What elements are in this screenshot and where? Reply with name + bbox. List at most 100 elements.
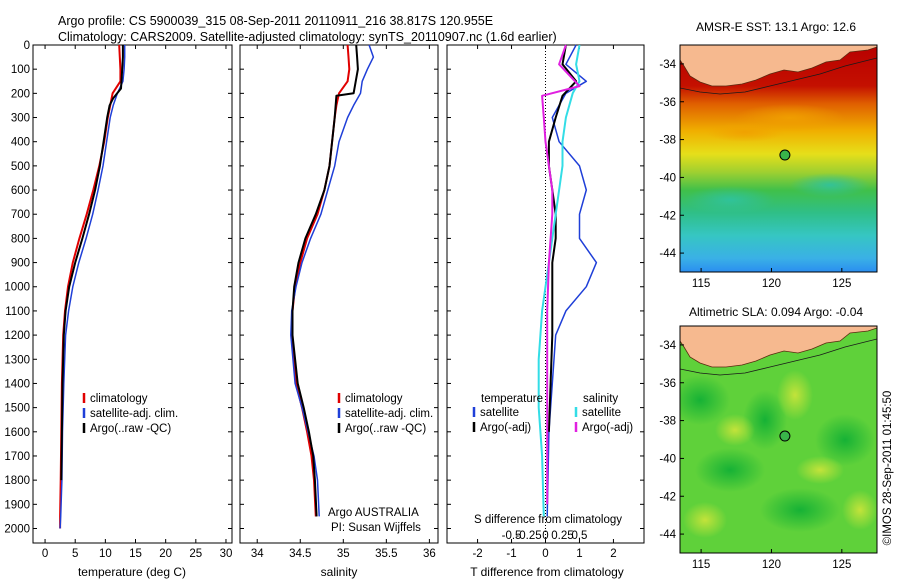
depth-tick-label: 2000: [4, 523, 30, 535]
salinity-panel: 34 34.5 35 35.5 36 climatology satellite-adj.…: [239, 44, 439, 579]
s-diff-tick-label: -0.5: [502, 530, 522, 542]
legend-label: satellite: [582, 407, 621, 419]
lat-tick-label: -38: [659, 416, 676, 428]
lat-tick-label: -38: [659, 135, 676, 147]
x-tick-label: 34: [251, 548, 264, 560]
depth-tick-label: 100: [11, 64, 30, 76]
depth-tick-label: 700: [11, 209, 30, 221]
lat-tick-label: -36: [659, 97, 676, 109]
depth-tick-label: 1600: [4, 427, 30, 439]
salinity-legend: climatology satellite-adj. clim. Argo(..ra…: [337, 393, 433, 435]
x-tick-label: 0: [42, 548, 48, 560]
depth-tick-label: 1100: [5, 306, 30, 318]
depth-axis: 0 100 200 300 400 500 600 700 800 900 1000 1100 1200…: [4, 40, 232, 535]
series-line-temperature-satellite: [546, 44, 598, 517]
lon-tick-label: 115: [692, 278, 710, 290]
argo-float-marker: [779, 149, 791, 161]
sla-field: [680, 326, 877, 553]
coastline-australia: [680, 326, 877, 368]
s-difference-label: S difference from climatology: [474, 514, 622, 526]
series-line-satellite-adj-clim: [290, 44, 375, 517]
lat-tick-label: -34: [659, 59, 676, 71]
bathymetry-contour: [680, 57, 877, 95]
x-tick-label: 36: [423, 548, 436, 560]
depth-tick-label: 1800: [4, 475, 30, 487]
depth-tick-label: 400: [11, 137, 30, 149]
depth-tick-label: 800: [11, 233, 30, 245]
difference-legend: temperature salinity satellite Argo(-adj) sa…: [472, 393, 633, 434]
depth-tick-label: 500: [11, 161, 30, 173]
lon-tick-label: 115: [692, 559, 710, 571]
sst-field: [680, 45, 877, 272]
sst-map: AMSR-E SST: 13.1 Argo: 12.6 -34 -36 -38 -40…: [659, 20, 878, 290]
series-line-argo-raw-qc: [60, 45, 124, 481]
lat-tick-label: -40: [659, 453, 676, 465]
sst-map-frame: [679, 44, 878, 273]
depth-tick-label: 1700: [4, 451, 30, 463]
x-tick-label: 34.5: [289, 548, 311, 560]
series-line-salinity-satellite: [537, 44, 581, 517]
legend-heading-temperature: temperature: [481, 393, 543, 405]
sla-high-patch: [777, 370, 813, 420]
sla-map: Altimetric SLA: 0.094 Argo: -0.04 -34 -36…: [659, 305, 878, 571]
x-tick-label: 2: [610, 548, 616, 560]
legend-label: satellite: [480, 407, 519, 419]
profile-title: Argo profile: CS 5900039_315 08-Sep-2011…: [58, 14, 494, 28]
sla-map-axes: -34 -36 -38 -40 -42 -44 115 120 125: [659, 340, 851, 571]
temperature-axes-frame: [32, 44, 233, 544]
lon-tick-label: 125: [832, 278, 851, 290]
legend-label: satellite-adj. clim.: [90, 408, 178, 420]
depth-tick-label: 1500: [4, 403, 30, 415]
sla-high-patch: [683, 502, 727, 538]
lat-tick-label: -44: [659, 529, 676, 541]
legend-label: Argo(-adj): [480, 422, 531, 434]
x-tick-label: 1: [576, 548, 582, 560]
x-tick-label: 30: [220, 548, 233, 560]
temperature-legend: climatology satellite-adj. clim. Argo(..ra…: [82, 393, 178, 435]
climatology-title: Climatology: CARS2009. Satellite-adjuste…: [58, 30, 557, 44]
sst-map-axes: -34 -36 -38 -40 -42 -44 115 120 125: [659, 59, 851, 290]
sla-low-patch: [760, 488, 840, 532]
temperature-series: [59, 44, 126, 529]
x-tick-label: 25: [189, 548, 202, 560]
salinity-axes-frame: [239, 44, 439, 544]
depth-tick-label: 300: [11, 113, 30, 125]
sla-high-patch: [796, 456, 844, 484]
depth-tick-label: 200: [11, 88, 30, 100]
lon-tick-label: 120: [762, 559, 781, 571]
x-tick-label: 20: [159, 548, 172, 560]
sst-cool-patch: [685, 186, 775, 214]
salinity-x-axis: 34 34.5 35 35.5 36: [251, 45, 436, 560]
lon-tick-label: 120: [762, 278, 781, 290]
s-diff-tick-label: 0.25: [551, 530, 573, 542]
sst-warm-patch: [705, 122, 785, 142]
s-diff-tick-label: 0: [542, 530, 548, 542]
temperature-x-label: temperature (deg C): [78, 565, 186, 579]
legend-heading-salinity: salinity: [583, 393, 618, 405]
lat-tick-label: -34: [659, 340, 676, 352]
difference-panel: -2 -1 0 1 2 -0.5-0.25 0 0.250.5 temperature sal…: [446, 44, 645, 579]
salinity-difference-ticks: -0.5-0.25 0 0.250.5: [502, 530, 588, 542]
depth-tick-label: 1200: [4, 330, 30, 342]
series-line-argo-raw-qc: [291, 44, 359, 517]
difference-x-axis: -2 -1 0 1 2: [472, 45, 617, 560]
sla-low-patch: [680, 375, 730, 425]
depth-tick-label: 900: [11, 258, 30, 270]
legend-label: satellite-adj. clim.: [345, 408, 433, 420]
depth-tick-label: 600: [11, 185, 30, 197]
sla-high-patch: [715, 414, 755, 446]
float-owner-annotation: Argo AUSTRALIA: [328, 507, 419, 519]
pi-annotation: PI: Susan Wijffels: [331, 522, 421, 534]
coastline-australia: [680, 45, 877, 87]
legend-label: Argo(..raw -QC): [345, 423, 426, 435]
depth-tick-label: 1400: [4, 378, 30, 390]
bathymetry-contour: [680, 338, 877, 376]
s-diff-tick-label: 0.5: [571, 530, 587, 542]
sst-map-title: AMSR-E SST: 13.1 Argo: 12.6: [696, 20, 856, 34]
x-tick-label: -2: [472, 548, 482, 560]
x-tick-label: -1: [506, 548, 516, 560]
depth-tick-label: 1000: [4, 282, 30, 294]
argo-float-marker: [779, 430, 791, 442]
depth-tick-label: 1300: [4, 354, 30, 366]
imos-credit: ©IMOS 28-Sep-2011 01:45:50: [882, 391, 894, 546]
